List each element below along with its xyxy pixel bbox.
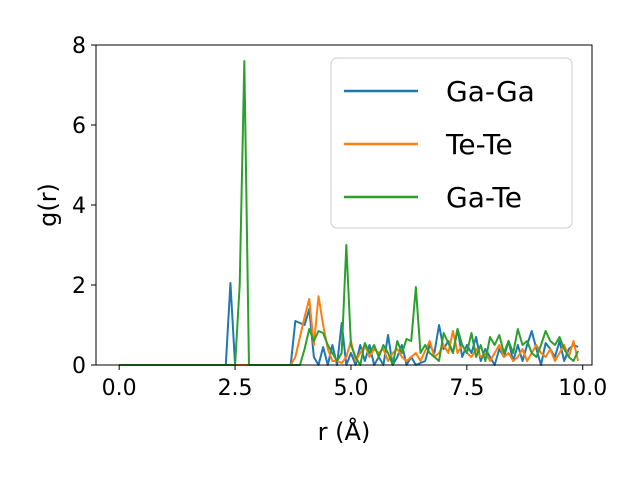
legend-box xyxy=(330,57,573,229)
y-tick-label: 6 xyxy=(72,114,86,139)
y-tick-label: 0 xyxy=(72,354,86,379)
series-line-ga-te xyxy=(119,60,579,366)
legend: Ga-Ga Te-Te Ga-Te xyxy=(330,57,573,229)
x-tick-label: 2.5 xyxy=(218,376,253,401)
x-tick-label: 7.5 xyxy=(449,376,484,401)
legend-label-ga-ga: Ga-Ga xyxy=(446,75,535,108)
y-axis: 0 2 4 6 8 xyxy=(72,34,96,379)
y-tick-label: 4 xyxy=(72,194,86,219)
x-tick-label: 5.0 xyxy=(333,376,368,401)
y-tick-label: 8 xyxy=(72,34,86,59)
series-line-ga-ga xyxy=(119,282,579,366)
y-axis-label: g(r) xyxy=(34,183,62,227)
series-line-te-te xyxy=(119,295,580,366)
legend-label-te-te: Te-Te xyxy=(445,128,513,161)
x-axis: 0.0 2.5 5.0 7.5 10.0 xyxy=(102,365,607,401)
x-axis-label: r (Å) xyxy=(318,417,371,446)
plot-lines xyxy=(119,60,580,366)
y-tick-label: 2 xyxy=(72,274,86,299)
legend-label-ga-te: Ga-Te xyxy=(446,181,522,214)
x-tick-label: 10.0 xyxy=(558,376,607,401)
x-tick-label: 0.0 xyxy=(102,376,137,401)
